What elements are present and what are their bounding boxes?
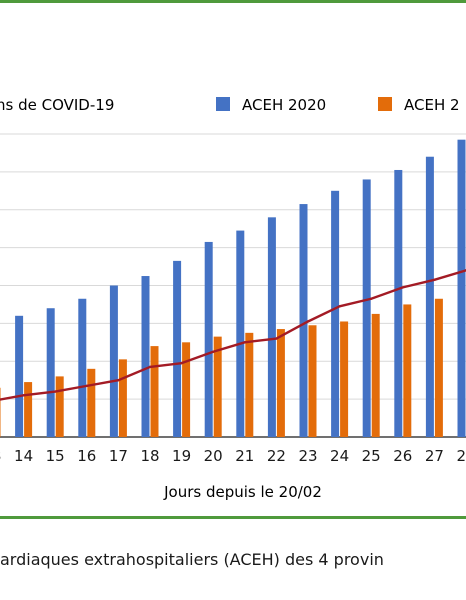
line-point [180, 361, 183, 365]
bar-aceh-2 [403, 304, 412, 437]
bar-aceh-2020 [204, 241, 213, 437]
bar-aceh-2 [24, 382, 33, 437]
bar-aceh-2020 [236, 230, 245, 437]
line-point [401, 286, 404, 289]
x-tick-label: 22 [267, 447, 286, 465]
bar-aceh-2020 [15, 315, 24, 437]
bottom-border [0, 516, 466, 519]
bar-aceh-2 [213, 336, 222, 437]
bar-aceh-2020 [425, 156, 434, 437]
bar-aceh-2 [0, 387, 1, 437]
line-point [148, 365, 152, 369]
top-border [0, 0, 466, 3]
line-point [370, 297, 373, 300]
line-point [433, 278, 436, 282]
x-tick-label: 21 [235, 447, 254, 465]
line-point [22, 394, 25, 397]
bar-aceh-2 [371, 313, 380, 437]
series-aceh-2-bars [0, 298, 443, 437]
bar-aceh-2 [434, 298, 443, 437]
x-tick-label: 13 [0, 447, 2, 465]
bar-aceh-2020 [46, 308, 55, 437]
bar-aceh-2 [276, 329, 285, 437]
legend-label-aceh-2: ACEH 2 [404, 96, 460, 114]
line-point [243, 341, 246, 344]
x-tick-label: 23 [298, 447, 317, 465]
bar-aceh-2 [182, 342, 191, 437]
bar-aceh-2 [245, 332, 254, 437]
legend-label-aceh-2020: ACEH 2020 [242, 96, 326, 114]
line-point [85, 384, 89, 388]
line-point [275, 337, 278, 340]
legend-swatch-aceh-2020 [216, 97, 230, 111]
series-line [0, 269, 466, 401]
x-axis-title: Jours depuis le 20/02 [163, 483, 322, 501]
x-tick-label: 15 [46, 447, 65, 465]
bar-aceh-2020 [78, 298, 87, 437]
line-point [117, 378, 120, 382]
bar-aceh-2020 [109, 285, 118, 437]
x-tick-label: 14 [14, 447, 33, 465]
series-aceh-2020-bars [15, 139, 466, 437]
bar-aceh-2020 [394, 169, 403, 437]
line-point [306, 320, 310, 323]
bar-aceh-2020 [362, 179, 371, 437]
bar-aceh-2020 [299, 204, 308, 437]
legend: ns de COVID-19 ACEH 2020 ACEH 2 [0, 96, 460, 114]
x-tick-label: 27 [425, 447, 444, 465]
x-tick-label: 20 [204, 447, 223, 465]
x-tick-label: 18 [140, 447, 159, 465]
legend-label-covid: ns de COVID-19 [0, 96, 114, 114]
x-tick-label: 19 [172, 447, 191, 465]
bar-aceh-2 [55, 376, 64, 437]
line-point [338, 305, 341, 308]
x-tick-labels: 13 14 15 16 17 18 19 20 21 22 23 24 25 26 27 28 [0, 447, 466, 465]
bar-aceh-2 [308, 325, 317, 437]
x-tick-label: 28 [456, 447, 466, 465]
x-tick-label: 26 [393, 447, 412, 465]
bar-aceh-2020 [267, 217, 276, 437]
x-tick-label: 16 [77, 447, 96, 465]
line-point [54, 390, 57, 393]
bar-aceh-2 [118, 359, 127, 437]
x-tick-label: 25 [362, 447, 381, 465]
series-covid-line [0, 269, 466, 401]
bar-aceh-2 [87, 368, 96, 437]
gridlines [0, 133, 466, 438]
figure-caption: ardiaques extrahospitaliers (ACEH) des 4… [0, 550, 384, 569]
bar-aceh-2 [150, 346, 159, 437]
x-tick-label: 17 [109, 447, 128, 465]
x-tick-label: 24 [330, 447, 349, 465]
bar-aceh-2020 [457, 139, 466, 437]
bar-aceh-2020 [173, 260, 182, 437]
line-point [212, 350, 215, 353]
legend-swatch-aceh-2 [378, 97, 392, 111]
bar-aceh-2 [340, 321, 349, 437]
combo-chart: 13 14 15 16 17 18 19 20 21 22 23 24 25 26 27 28 ns de C… [0, 96, 466, 501]
bar-aceh-2020 [141, 276, 150, 437]
bar-aceh-2020 [331, 190, 340, 437]
